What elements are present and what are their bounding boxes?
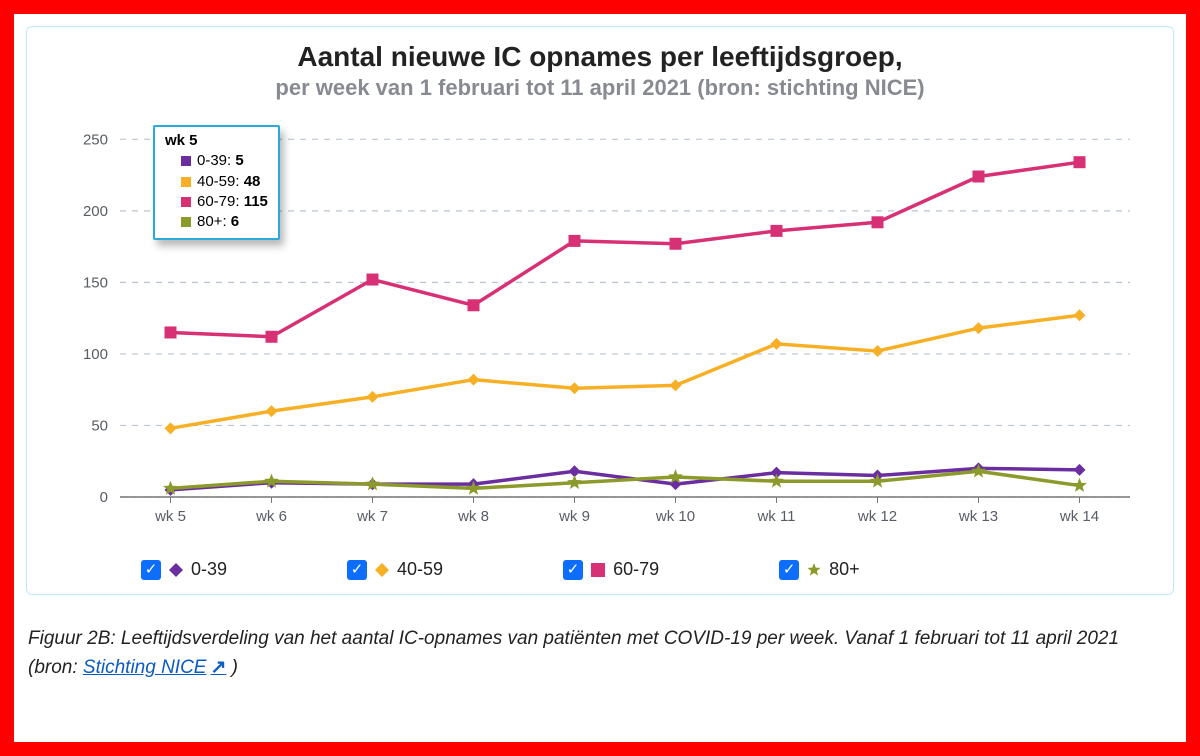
- tooltip-value: 48: [244, 173, 261, 190]
- tooltip-label: 40-59:: [197, 173, 244, 190]
- tooltip-swatch: [181, 217, 191, 227]
- svg-text:wk 5: wk 5: [154, 508, 186, 525]
- svg-text:wk 7: wk 7: [356, 508, 388, 525]
- legend-checkbox[interactable]: ✓: [563, 560, 583, 580]
- source-link[interactable]: Stichting NICE↗: [83, 657, 226, 678]
- legend-item[interactable]: ✓ 0-39: [141, 559, 227, 580]
- tooltip-value: 5: [235, 152, 243, 169]
- chart-plot-area: 0 50 100 150 200 250 wk 5 wk 6 wk 7 wk 8 wk 9 wk 10…: [45, 107, 1155, 537]
- tooltip-label: 80+:: [197, 213, 231, 230]
- legend-label: 40-59: [397, 559, 443, 580]
- svg-text:wk 9: wk 9: [558, 508, 590, 525]
- tooltip-value: 115: [244, 193, 268, 210]
- chart-card: Aantal nieuwe IC opnames per leeftijdsgr…: [26, 26, 1174, 595]
- tooltip: wk 5 0-39: 540-59: 4860-79: 11580+: 6: [153, 125, 280, 240]
- svg-text:wk 12: wk 12: [857, 508, 897, 525]
- svg-text:wk 14: wk 14: [1059, 508, 1099, 525]
- svg-text:wk 8: wk 8: [457, 508, 489, 525]
- svg-text:wk 13: wk 13: [958, 508, 998, 525]
- svg-text:50: 50: [91, 417, 108, 434]
- legend-item[interactable]: ✓ 60-79: [563, 559, 659, 580]
- legend: ✓ 0-39 ✓ 40-59 ✓ 60-79 ✓ 80+: [45, 537, 1155, 580]
- svg-text:150: 150: [83, 274, 108, 291]
- svg-text:wk 10: wk 10: [655, 508, 695, 525]
- svg-text:100: 100: [83, 346, 108, 363]
- tooltip-row: 80+: 6: [165, 212, 268, 232]
- legend-label: 0-39: [191, 559, 227, 580]
- legend-marker-icon: [807, 563, 821, 577]
- legend-checkbox[interactable]: ✓: [141, 560, 161, 580]
- legend-item[interactable]: ✓ 40-59: [347, 559, 443, 580]
- chart-title: Aantal nieuwe IC opnames per leeftijdsgr…: [45, 41, 1155, 73]
- svg-text:wk 11: wk 11: [756, 508, 795, 525]
- legend-checkbox[interactable]: ✓: [779, 560, 799, 580]
- outer-frame: Aantal nieuwe IC opnames per leeftijdsgr…: [0, 0, 1200, 756]
- tooltip-row: 40-59: 48: [165, 172, 268, 192]
- inner-frame: Aantal nieuwe IC opnames per leeftijdsgr…: [10, 10, 1190, 746]
- svg-text:wk 6: wk 6: [255, 508, 287, 525]
- tooltip-title: wk 5: [165, 131, 268, 151]
- tooltip-label: 0-39:: [197, 152, 235, 169]
- tooltip-swatch: [181, 156, 191, 166]
- svg-text:0: 0: [100, 489, 108, 506]
- svg-text:250: 250: [83, 131, 108, 148]
- caption-suffix: ): [226, 657, 238, 678]
- legend-marker-icon: [591, 563, 605, 577]
- tooltip-value: 6: [231, 213, 239, 230]
- tooltip-label: 60-79:: [197, 193, 244, 210]
- legend-marker-icon: [169, 563, 183, 577]
- legend-label: 80+: [829, 559, 860, 580]
- figure-caption: Figuur 2B: Leeftijdsverdeling van het aa…: [26, 625, 1174, 682]
- tooltip-swatch: [181, 177, 191, 187]
- chart-subtitle: per week van 1 februari tot 11 april 202…: [45, 75, 1155, 101]
- legend-checkbox[interactable]: ✓: [347, 560, 367, 580]
- tooltip-row: 0-39: 5: [165, 151, 268, 171]
- tooltip-swatch: [181, 197, 191, 207]
- legend-label: 60-79: [613, 559, 659, 580]
- svg-text:200: 200: [83, 203, 108, 220]
- legend-marker-icon: [375, 563, 389, 577]
- legend-item[interactable]: ✓ 80+: [779, 559, 860, 580]
- external-link-icon: ↗: [210, 657, 226, 678]
- tooltip-row: 60-79: 115: [165, 192, 268, 212]
